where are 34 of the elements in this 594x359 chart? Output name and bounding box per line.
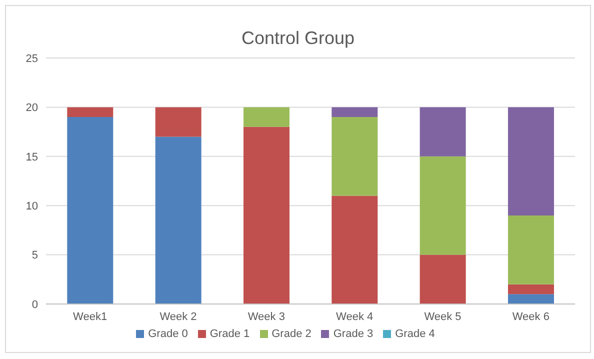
bar <box>67 107 114 118</box>
legend-label: Grade 0 <box>148 328 188 340</box>
x-tick-label: Week 5 <box>424 310 462 323</box>
bar <box>243 107 290 127</box>
bar <box>155 107 202 137</box>
bar <box>67 117 114 304</box>
bar <box>420 156 466 255</box>
y-tick-label: 5 <box>32 250 38 262</box>
legend-label: Grade 3 <box>333 328 374 340</box>
x-tick-label: Week 2 <box>160 310 197 323</box>
x-tick-label: Week 4 <box>336 310 374 323</box>
bar <box>332 107 378 118</box>
x-tick-label: Week 6 <box>512 310 550 323</box>
bar <box>508 107 554 216</box>
x-tick-label: Week1 <box>73 310 108 323</box>
legend-label: Grade 1 <box>210 328 250 340</box>
bar <box>155 136 202 304</box>
bar <box>420 254 466 304</box>
legend-label: Grade 2 <box>272 328 312 340</box>
bar <box>420 107 466 156</box>
y-tick-label: 0 <box>32 298 38 311</box>
legend-label: Grade 4 <box>395 328 435 340</box>
bar <box>508 294 554 304</box>
bar <box>332 117 378 196</box>
bar <box>332 196 378 304</box>
chart-title: Control Group <box>240 28 356 49</box>
y-tick-label: 15 <box>26 151 38 164</box>
y-tick-label: 10 <box>26 200 38 213</box>
x-tick-label: Week 3 <box>248 310 285 323</box>
y-tick-label: 25 <box>26 52 38 65</box>
y-tick-label: 20 <box>26 102 38 114</box>
bar <box>508 284 554 294</box>
bar <box>508 215 554 284</box>
bar <box>243 126 290 304</box>
